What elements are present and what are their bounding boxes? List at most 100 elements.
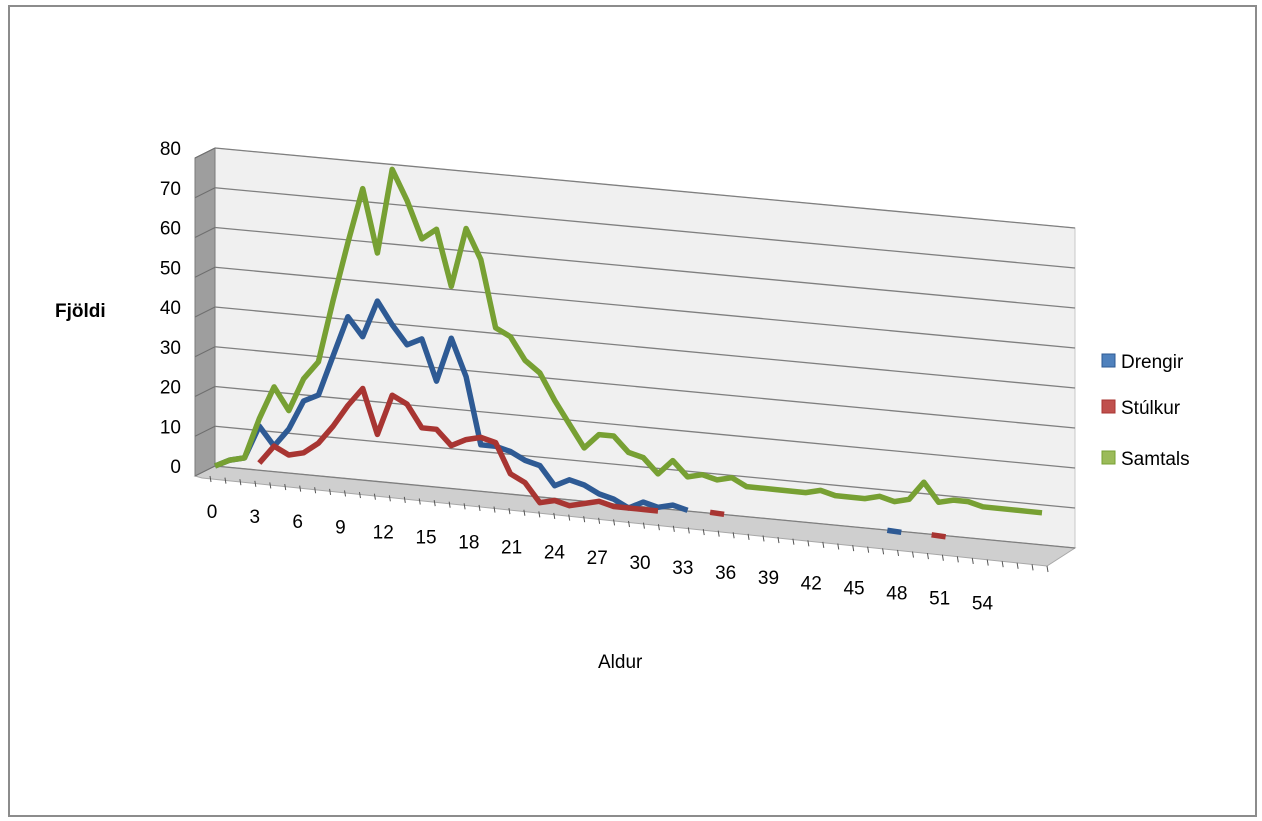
x-tick-label: 33 xyxy=(672,558,693,579)
gridline xyxy=(214,226,1076,309)
x-tick-mark xyxy=(493,506,496,513)
series-line xyxy=(213,298,689,513)
x-tick-mark xyxy=(882,548,885,555)
x-tick-label: 54 xyxy=(972,594,994,615)
x-tick-label: 36 xyxy=(715,563,736,584)
x-tick-mark xyxy=(971,557,974,565)
x-tick-mark xyxy=(523,509,526,516)
x-tick-mark xyxy=(299,485,302,492)
x-tick-label: 6 xyxy=(292,512,303,533)
x-tick-mark xyxy=(777,536,780,544)
y-tick-label: 70 xyxy=(160,179,181,200)
x-tick-label: 0 xyxy=(207,502,218,523)
x-tick-mark xyxy=(986,559,989,566)
x-tick-mark xyxy=(1046,565,1049,573)
x-tick-mark xyxy=(628,520,630,528)
x-tick-label: 24 xyxy=(544,543,566,564)
series-point xyxy=(709,509,725,518)
x-tick-mark xyxy=(717,530,720,537)
x-tick-mark xyxy=(687,527,690,534)
x-tick-mark xyxy=(1031,564,1034,571)
side-gridline xyxy=(194,386,216,397)
x-tick-label: 18 xyxy=(458,533,479,554)
x-tick-mark xyxy=(672,525,675,532)
series-stúlkur xyxy=(257,385,946,540)
series-samtals xyxy=(213,166,1043,516)
legend-swatch xyxy=(1101,399,1116,414)
series-point xyxy=(886,527,902,536)
x-tick-mark xyxy=(508,508,511,515)
y-axis-title: Fjöldi xyxy=(55,301,106,322)
gridline xyxy=(214,346,1076,429)
side-gridline xyxy=(194,187,216,199)
x-tick-mark xyxy=(613,519,616,526)
legend-swatch xyxy=(1101,353,1116,368)
x-tick-mark xyxy=(568,514,571,521)
x-tick-label: 42 xyxy=(801,573,822,594)
side-gridline xyxy=(194,346,216,358)
x-tick-mark xyxy=(822,541,825,548)
x-tick-label: 27 xyxy=(587,548,608,569)
x-tick-mark xyxy=(448,501,451,508)
legend-label: Samtals xyxy=(1121,449,1190,470)
x-tick-mark xyxy=(403,496,406,503)
legend-swatch xyxy=(1101,450,1116,465)
x-tick-mark xyxy=(657,524,660,531)
x-tick-label: 21 xyxy=(501,538,522,559)
gridline xyxy=(214,306,1076,389)
x-tick-mark xyxy=(209,475,212,483)
x-tick-mark xyxy=(792,538,795,545)
x-axis-title: Aldur xyxy=(598,652,643,673)
x-tick-mark xyxy=(941,554,944,561)
y-tick-label: 80 xyxy=(160,139,181,160)
y-axis-ticks: 0 10 20 30 40 50 60 70 80 xyxy=(160,139,181,478)
y-tick-label: 0 xyxy=(170,457,181,478)
x-axis-ticks: 0 3 6 9 12 15 18 21 24 27 30 33 36 39 42 45 48 51 54 xyxy=(207,475,1049,615)
series-lines xyxy=(213,166,1043,540)
legend-label: Stúlkur xyxy=(1121,398,1181,419)
x-tick-mark xyxy=(224,477,227,484)
x-tick-mark xyxy=(373,493,376,500)
series-line xyxy=(257,385,659,514)
legend-label: Drengir xyxy=(1121,352,1184,373)
x-tick-mark xyxy=(463,503,466,510)
x-tick-mark xyxy=(867,546,870,553)
y-tick-label: 30 xyxy=(160,338,181,359)
gridline xyxy=(214,385,1076,469)
x-tick-mark xyxy=(388,495,391,502)
x-tick-mark xyxy=(538,511,541,518)
x-tick-mark xyxy=(284,483,287,491)
x-tick-label: 12 xyxy=(373,522,394,543)
x-tick-label: 51 xyxy=(929,589,950,610)
x-tick-mark xyxy=(1001,561,1004,568)
side-gridline xyxy=(194,266,216,278)
x-tick-label: 30 xyxy=(629,553,650,574)
x-tick-mark xyxy=(598,517,601,524)
side-gridline xyxy=(194,147,216,159)
gridline xyxy=(214,147,1076,229)
x-tick-mark xyxy=(418,498,421,505)
x-tick-mark xyxy=(314,487,317,494)
x-tick-mark xyxy=(911,551,914,558)
x-tick-mark xyxy=(762,535,765,542)
series-drengir xyxy=(213,298,902,536)
side-gridline xyxy=(194,425,216,437)
x-tick-mark xyxy=(269,482,272,489)
x-tick-mark xyxy=(926,553,929,560)
y-tick-label: 20 xyxy=(160,378,181,399)
x-tick-mark xyxy=(553,512,556,520)
x-tick-label: 9 xyxy=(335,517,346,538)
x-tick-mark xyxy=(583,516,586,523)
x-tick-mark xyxy=(358,491,361,499)
x-tick-mark xyxy=(956,556,959,563)
x-tick-label: 39 xyxy=(758,568,779,589)
side-gridline xyxy=(194,465,216,477)
x-tick-mark xyxy=(344,490,347,497)
x-tick-mark xyxy=(897,549,900,557)
side-gridline xyxy=(194,306,216,318)
series-line xyxy=(213,166,1043,516)
x-tick-mark xyxy=(254,480,257,487)
series-point xyxy=(931,532,946,540)
side-gridline xyxy=(194,227,216,238)
